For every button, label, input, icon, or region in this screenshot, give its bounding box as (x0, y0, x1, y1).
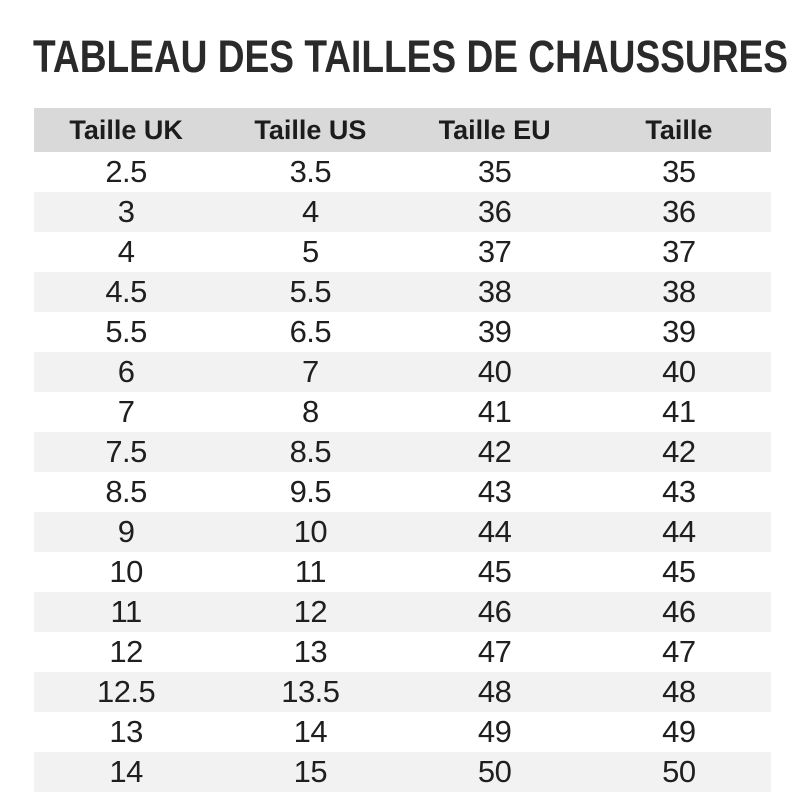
size-cell: 9 (117, 514, 135, 549)
size-cell: 48 (662, 674, 696, 709)
size-cell: 44 (662, 514, 696, 549)
table-row: 13 14 49 49 (34, 712, 771, 752)
size-cell: 9.5 (289, 474, 332, 509)
size-cell: 44 (477, 514, 512, 549)
table-row: 14 15 50 50 (34, 752, 771, 792)
table-row: 4.5 5.5 38 38 (34, 272, 771, 312)
size-cell: 8 (302, 394, 319, 429)
table-row: 2.5 3.5 35 35 (34, 152, 771, 192)
size-cell: 40 (477, 354, 512, 389)
size-cell: 47 (477, 634, 512, 669)
size-cell: 6 (117, 354, 135, 389)
size-cell: 15 (293, 754, 328, 789)
size-cell: 48 (477, 674, 512, 709)
size-cell: 39 (662, 314, 696, 349)
size-cell: 7.5 (105, 434, 147, 469)
table-row: 3 4 36 36 (34, 192, 771, 232)
size-cell: 4 (302, 194, 319, 229)
table-row: 4 5 37 37 (34, 232, 771, 272)
size-cell: 13.5 (281, 674, 340, 709)
size-cell: 38 (662, 274, 696, 309)
size-cell: 38 (477, 274, 512, 309)
size-cell: 40 (662, 354, 696, 389)
size-cell: 3.5 (289, 154, 332, 189)
column-header-taille-eu: Taille EU (402, 108, 587, 152)
size-cell: 5 (302, 234, 319, 269)
size-cell: 45 (662, 554, 696, 589)
size-cell: 49 (662, 714, 696, 749)
size-cell: 41 (662, 394, 696, 429)
size-cell: 13 (293, 634, 328, 669)
size-cell: 50 (477, 754, 512, 789)
size-cell: 43 (662, 474, 696, 509)
size-cell: 10 (109, 554, 143, 589)
size-table: Taille UK Taille US Taille EU Taille 2.5… (34, 108, 771, 792)
size-cell: 50 (662, 754, 696, 789)
size-cell: 45 (477, 554, 512, 589)
size-cell: 14 (293, 714, 328, 749)
size-cell: 8.5 (289, 434, 332, 469)
size-cell: 5.5 (105, 314, 147, 349)
size-cell: 35 (662, 154, 696, 189)
size-cell: 12 (109, 634, 143, 669)
size-chart-page: TABLEAU DES TAILLES DE CHAUSSURES Taille… (0, 28, 800, 800)
table-row: 8.5 9.5 43 43 (34, 472, 771, 512)
size-cell: 11 (110, 594, 143, 629)
table-row: 7.5 8.5 42 42 (34, 432, 771, 472)
size-table-head: Taille UK Taille US Taille EU Taille (34, 108, 771, 152)
size-cell: 11 (294, 554, 327, 589)
table-row: 10 11 45 45 (34, 552, 771, 592)
size-cell: 8.5 (105, 474, 147, 509)
size-table-body: 2.5 3.5 35 35 3 4 36 36 4 5 37 37 4.5 5.5 38 38 5.5 6.5 39… (34, 152, 771, 792)
size-cell: 37 (662, 234, 696, 269)
size-cell: 41 (477, 394, 512, 429)
table-row: 12.5 13.5 48 48 (34, 672, 771, 712)
size-cell: 43 (477, 474, 512, 509)
page-title: TABLEAU DES TAILLES DE CHAUSSURES (33, 28, 793, 82)
table-row: 5.5 6.5 39 39 (34, 312, 771, 352)
size-cell: 7 (302, 354, 319, 389)
size-cell: 4.5 (105, 274, 147, 309)
column-header-taille-uk: Taille UK (34, 108, 219, 152)
size-cell: 46 (662, 594, 696, 629)
size-cell: 3 (117, 194, 135, 229)
size-cell: 12.5 (96, 674, 156, 709)
size-cell: 42 (477, 434, 512, 469)
table-row: 6 7 40 40 (34, 352, 771, 392)
table-row: 11 12 46 46 (34, 592, 771, 632)
size-cell: 12 (293, 594, 328, 629)
size-cell: 35 (477, 154, 512, 189)
size-cell: 39 (477, 314, 512, 349)
size-cell: 37 (477, 234, 512, 269)
table-header-row: Taille UK Taille US Taille EU Taille (34, 108, 771, 152)
column-header-taille-us: Taille US (218, 108, 403, 152)
size-cell: 10 (293, 514, 328, 549)
table-row: 9 10 44 44 (34, 512, 771, 552)
size-cell: 2.5 (105, 154, 147, 189)
column-header-taille: Taille (586, 108, 771, 152)
size-cell: 14 (109, 754, 143, 789)
size-cell: 4 (117, 234, 135, 269)
size-cell: 36 (662, 194, 696, 229)
size-cell: 42 (662, 434, 696, 469)
page-title-text: TABLEAU DES TAILLES DE CHAUSSURES (33, 31, 788, 80)
table-row: 12 13 47 47 (34, 632, 771, 672)
size-cell: 47 (662, 634, 696, 669)
size-cell: 7 (117, 394, 135, 429)
size-cell: 13 (109, 714, 143, 749)
size-cell: 5.5 (289, 274, 332, 309)
table-row: 7 8 41 41 (34, 392, 771, 432)
size-cell: 36 (477, 194, 512, 229)
size-cell: 49 (477, 714, 512, 749)
size-cell: 6.5 (289, 314, 332, 349)
size-cell: 46 (477, 594, 512, 629)
